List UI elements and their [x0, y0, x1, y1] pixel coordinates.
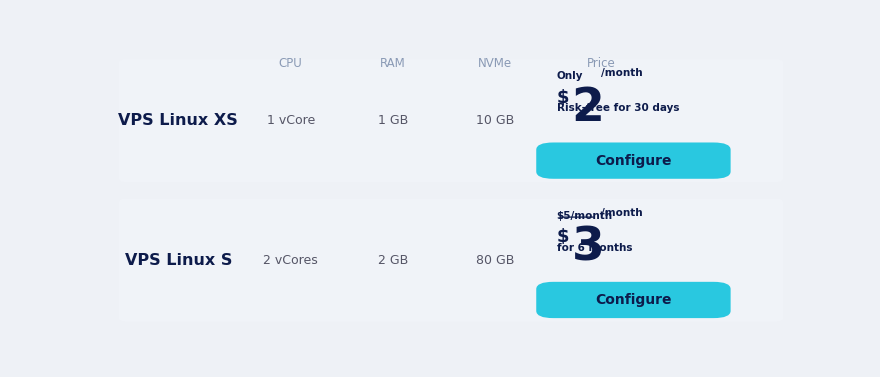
Text: CPU: CPU [279, 57, 303, 70]
FancyBboxPatch shape [119, 59, 783, 182]
Text: NVMe: NVMe [478, 57, 512, 70]
Text: 1 GB: 1 GB [378, 114, 408, 127]
Text: $: $ [557, 89, 569, 107]
Text: Configure: Configure [595, 154, 671, 168]
Text: Configure: Configure [595, 293, 671, 307]
Text: 2: 2 [572, 86, 605, 131]
Text: 80 GB: 80 GB [476, 254, 515, 267]
Text: /month: /month [601, 69, 642, 78]
Text: for 6 months: for 6 months [557, 243, 632, 253]
FancyBboxPatch shape [119, 199, 783, 322]
Text: 3: 3 [572, 225, 605, 270]
Text: VPS Linux XS: VPS Linux XS [118, 113, 238, 128]
Text: 1 vCore: 1 vCore [267, 114, 315, 127]
Text: Only: Only [557, 71, 583, 81]
FancyBboxPatch shape [536, 143, 730, 179]
FancyBboxPatch shape [536, 282, 730, 318]
Text: VPS Linux S: VPS Linux S [124, 253, 232, 268]
Text: 2 GB: 2 GB [378, 254, 408, 267]
Text: Price: Price [587, 57, 615, 70]
Text: Risk-free for 30 days: Risk-free for 30 days [557, 103, 679, 113]
Text: $: $ [557, 228, 569, 246]
Text: RAM: RAM [380, 57, 406, 70]
Text: 2 vCores: 2 vCores [263, 254, 318, 267]
Text: 10 GB: 10 GB [476, 114, 515, 127]
Text: $5/month: $5/month [557, 211, 612, 221]
Text: /month: /month [601, 208, 642, 218]
